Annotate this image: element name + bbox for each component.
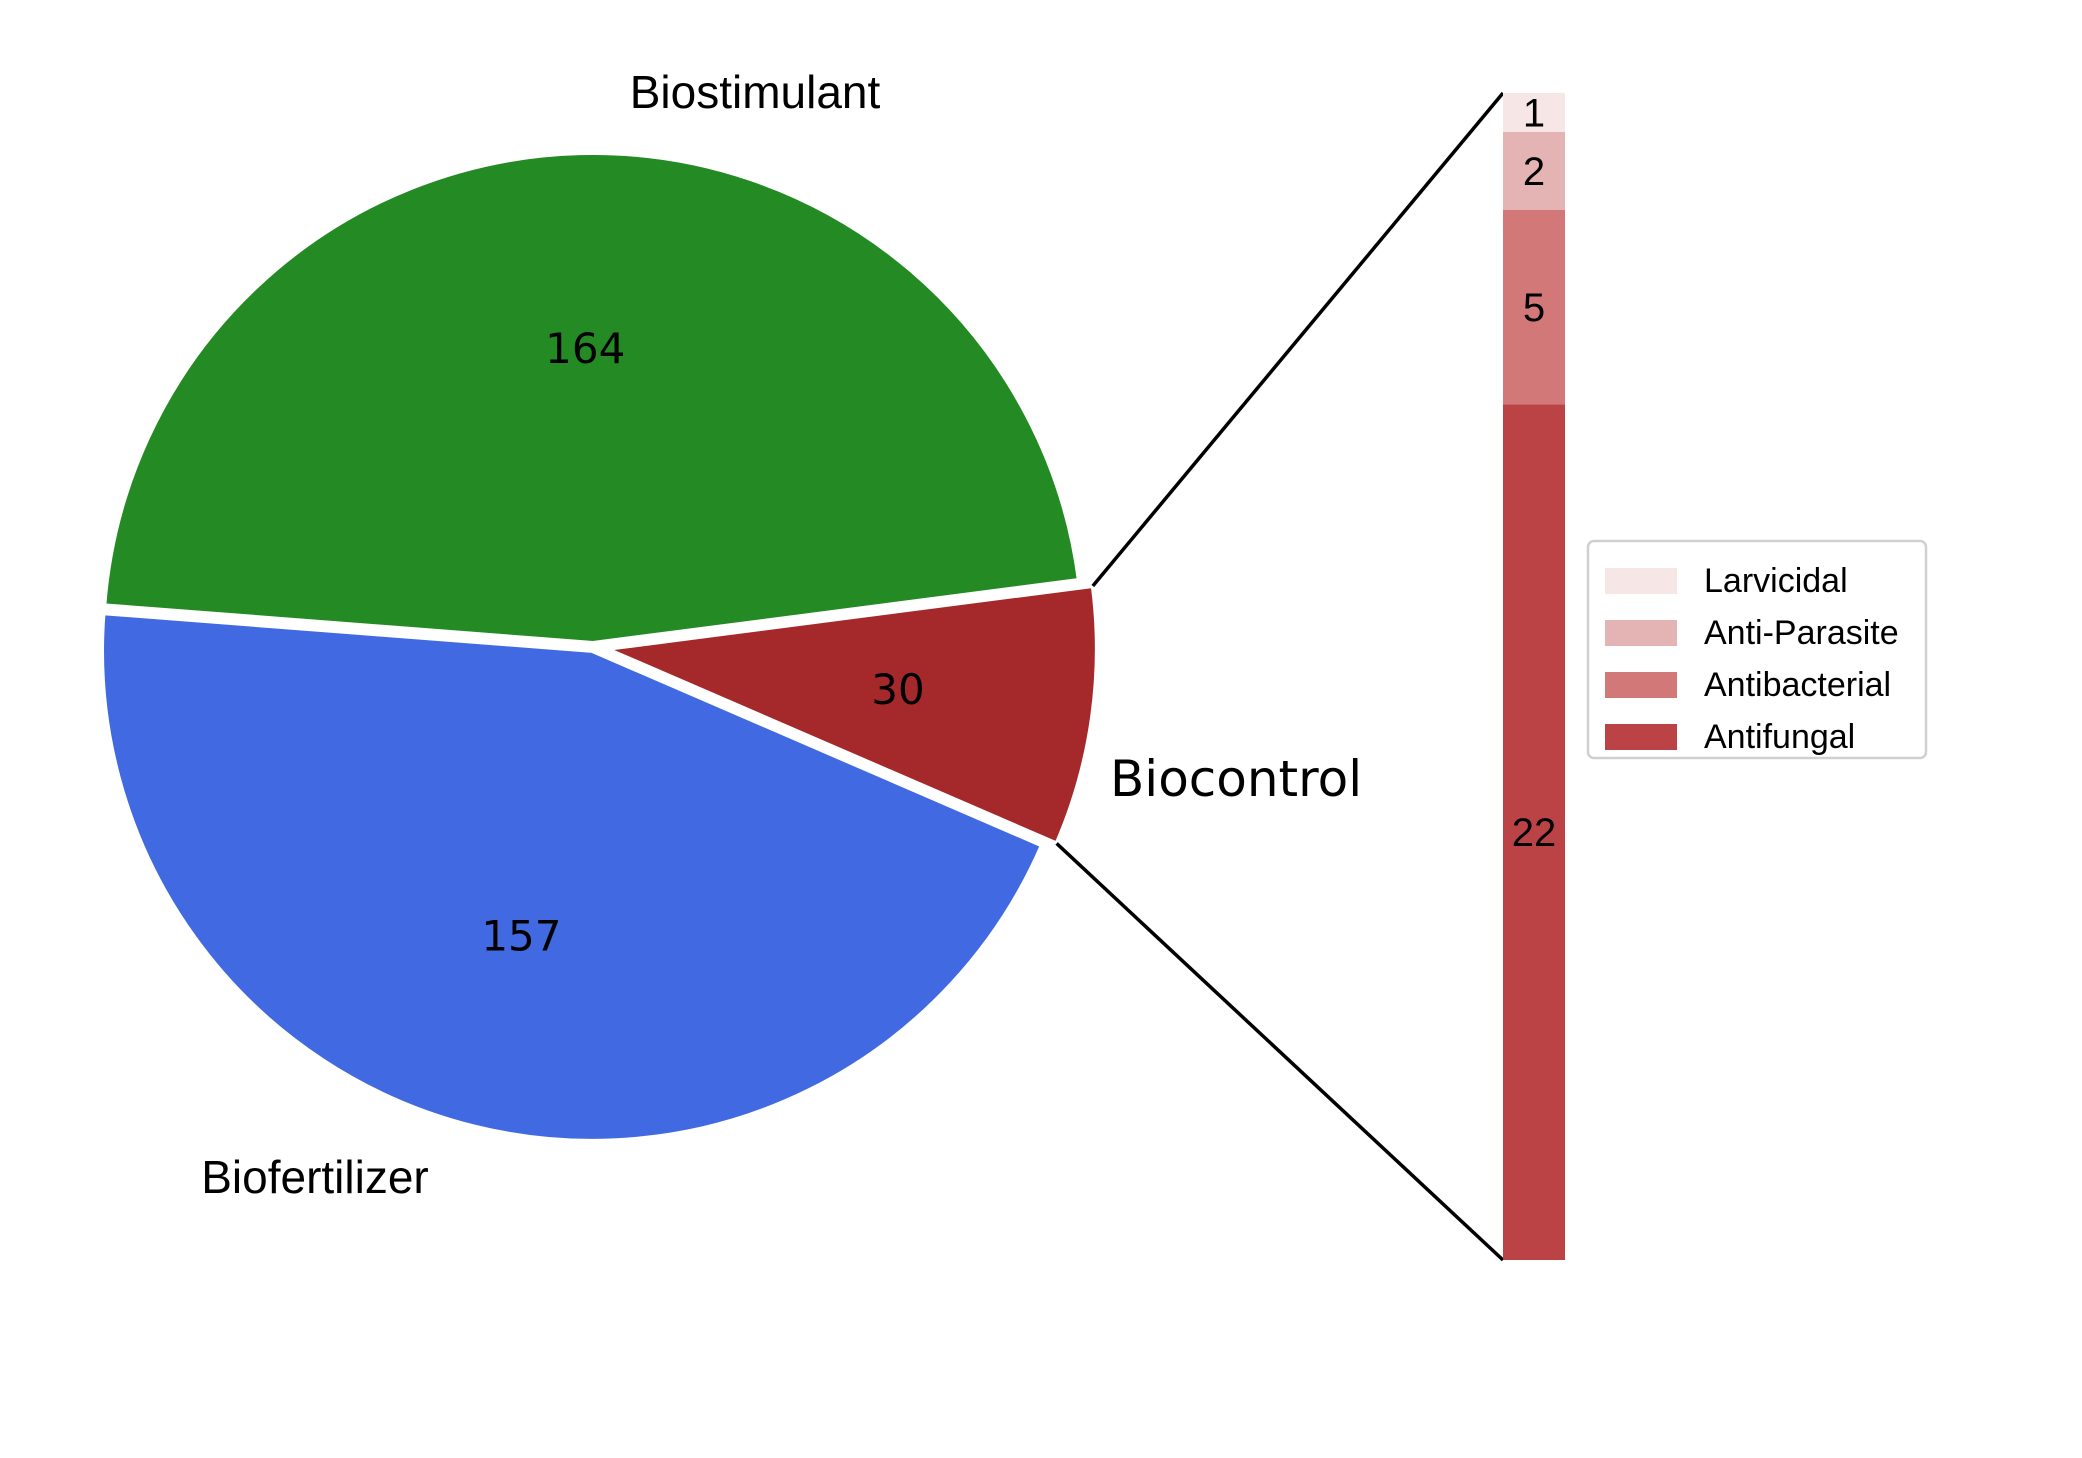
pie-label-biofertilizer: Biofertilizer	[201, 1151, 429, 1203]
pie-value-biofertilizer: 157	[481, 911, 561, 960]
pie-chart: 164 Biostimulant 157 Biofertilizer 30 Biocont…	[100, 66, 1362, 1203]
legend-label-antifungal: Antifungal	[1704, 718, 1855, 756]
stacked-bar: 22 5 2 1	[1503, 91, 1565, 1260]
bar-value-anti-parasite: 2	[1523, 150, 1545, 194]
legend-label-anti-parasite: Anti-Parasite	[1704, 614, 1899, 652]
connector-line-top	[1091, 91, 1505, 588]
connector-line-bottom	[1055, 842, 1505, 1262]
pie-slice-biostimulant	[102, 151, 1082, 646]
legend: Larvicidal Anti-Parasite Antibacterial Anti…	[1586, 539, 1928, 760]
pie-label-biostimulant: Biostimulant	[630, 66, 881, 118]
pie-value-biostimulant: 164	[545, 324, 625, 373]
bar-segment-antibacterial	[1503, 209, 1565, 405]
legend-swatch-antifungal	[1605, 724, 1677, 750]
bar-segment-anti-parasite	[1503, 131, 1565, 210]
legend-frame	[1586, 539, 1928, 760]
legend-label-larvicidal: Larvicidal	[1704, 562, 1848, 600]
pie-slice-biofertilizer	[100, 611, 1045, 1143]
pie-slice-biocontrol	[599, 583, 1099, 847]
bar-value-antibacterial: 5	[1523, 286, 1545, 330]
legend-swatch-larvicidal	[1605, 568, 1677, 594]
legend-label-antibacterial: Antibacterial	[1704, 666, 1891, 704]
bar-value-larvicidal: 1	[1523, 91, 1545, 135]
connector-lines	[1055, 91, 1505, 1262]
bar-segment-antifungal	[1503, 404, 1565, 1260]
legend-swatch-anti-parasite	[1605, 620, 1677, 646]
bar-segment-larvicidal	[1503, 93, 1565, 132]
legend-swatch-antibacterial	[1605, 672, 1677, 698]
pie-value-biocontrol: 30	[871, 665, 924, 714]
pie-label-biocontrol: Biocontrol	[1110, 750, 1362, 808]
bar-value-antifungal: 22	[1512, 811, 1557, 855]
